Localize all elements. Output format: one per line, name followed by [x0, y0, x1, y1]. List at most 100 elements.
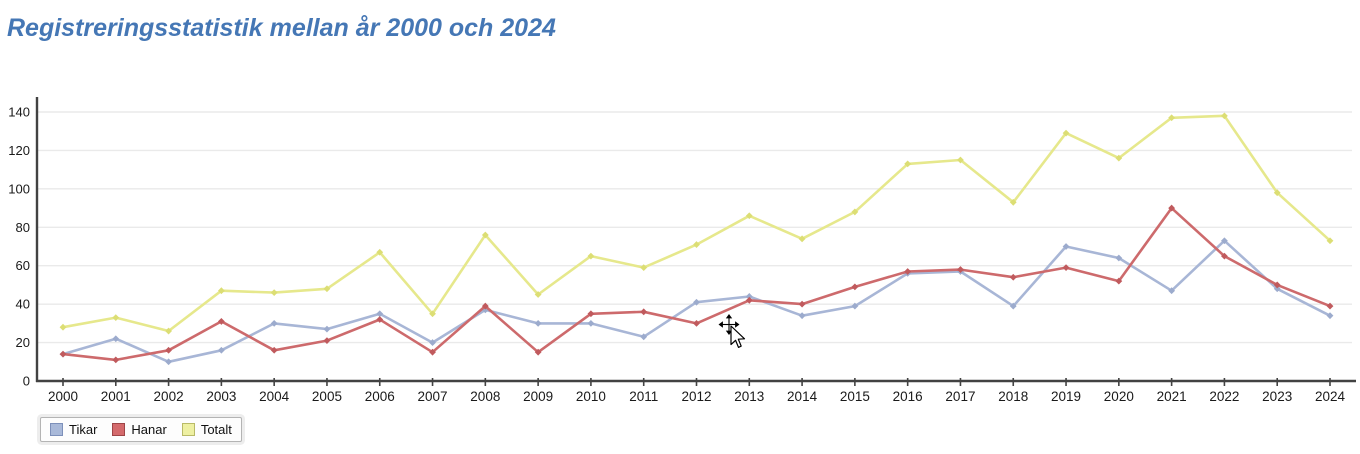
- x-axis-tick-label: 2014: [787, 389, 818, 404]
- series-marker-totalt: [904, 160, 912, 168]
- series-marker-hanar: [693, 319, 700, 327]
- series-marker-tikar: [1009, 302, 1017, 310]
- series-marker-totalt: [534, 291, 542, 298]
- series-marker-totalt: [1009, 198, 1017, 206]
- series-marker-tikar: [429, 339, 436, 346]
- series-marker-hanar: [745, 296, 753, 304]
- series-marker-tikar: [798, 312, 806, 320]
- series-marker-hanar: [534, 348, 542, 356]
- series-marker-tikar: [323, 325, 331, 333]
- series-marker-tikar: [1062, 243, 1070, 250]
- page-title: Registreringsstatistik mellan år 2000 oc…: [7, 14, 556, 42]
- series-marker-hanar: [640, 308, 648, 316]
- series-marker-hanar: [1009, 273, 1017, 281]
- series-marker-totalt: [165, 327, 172, 335]
- legend-swatch-hanar: [112, 423, 126, 436]
- series-marker-totalt: [798, 235, 806, 243]
- series-marker-tikar: [1326, 312, 1334, 320]
- series-line-totalt: [61, 114, 1332, 333]
- legend-item-hanar: Hanar: [112, 422, 167, 437]
- x-axis-tick-label: 2004: [259, 389, 290, 404]
- series-marker-totalt: [270, 289, 278, 297]
- legend-swatch-totalt: [181, 423, 195, 436]
- registration-statistics-chart[interactable]: 0 20 40 60 80 100 120 140 2000 2001 2002 2003 2004 20…: [0, 80, 1360, 410]
- series-marker-totalt: [1273, 189, 1281, 197]
- y-axis-tick-label: 120: [8, 143, 30, 158]
- y-axis-tick-label: 140: [8, 105, 30, 120]
- y-axis-tick-label: 20: [16, 335, 30, 350]
- series-marker-tikar: [640, 333, 648, 341]
- series-marker-tikar: [270, 319, 278, 327]
- series-marker-hanar: [323, 337, 331, 345]
- x-axis-tick-label: 2000: [48, 389, 78, 404]
- series-marker-tikar: [376, 310, 384, 318]
- series-marker-totalt: [745, 212, 753, 220]
- x-axis-tick-label: 2022: [1209, 389, 1239, 404]
- x-axis-tick-label: 2008: [470, 389, 500, 404]
- x-axis-tick-label: 2009: [523, 389, 553, 404]
- series-marker-hanar: [376, 316, 384, 323]
- x-axis-tick-label: 2024: [1315, 389, 1346, 404]
- x-axis-tick-label: 2018: [998, 389, 1028, 404]
- series-marker-totalt: [693, 241, 700, 248]
- x-axis-tick-label: 2015: [840, 389, 870, 404]
- x-axis-tick-label: 2017: [945, 389, 975, 404]
- series-marker-tikar: [217, 346, 225, 354]
- series-marker-totalt: [481, 231, 489, 239]
- legend-item-totalt: Totalt: [181, 422, 232, 437]
- y-axis-tick-label: 100: [8, 181, 30, 196]
- series-marker-tikar: [745, 293, 753, 300]
- series-marker-tikar: [587, 319, 595, 327]
- series-marker-hanar: [59, 350, 67, 358]
- x-axis-tick-label: 2007: [418, 389, 448, 404]
- series-marker-hanar: [798, 300, 806, 308]
- series-marker-totalt: [1326, 237, 1334, 245]
- y-axis-tick-label: 0: [23, 374, 30, 389]
- series-line-hanar: [61, 206, 1332, 362]
- x-axis-tick-label: 2016: [893, 389, 923, 404]
- x-axis-tick-label: 2010: [576, 389, 606, 404]
- series-marker-totalt: [376, 248, 384, 256]
- x-axis-tick-label: 2023: [1262, 389, 1292, 404]
- series-marker-totalt: [112, 314, 120, 321]
- x-axis-tick-label: 2006: [365, 389, 395, 404]
- chart-canvas: 0 20 40 60 80 100 120 140 2000 2001 2002 2003 2004 20…: [8, 97, 1356, 404]
- x-axis-tick-label: 2005: [312, 389, 342, 404]
- series-marker-hanar: [1326, 302, 1334, 310]
- x-axis-tick-label: 2011: [629, 389, 658, 404]
- series-marker-hanar: [481, 302, 489, 310]
- series-marker-totalt: [640, 264, 648, 272]
- x-axis-tick-label: 2002: [154, 389, 184, 404]
- series-marker-hanar: [217, 318, 225, 325]
- series-marker-totalt: [957, 156, 964, 164]
- series-marker-hanar: [1115, 277, 1123, 285]
- series-marker-hanar: [904, 268, 912, 275]
- y-axis-tick-label: 80: [16, 220, 30, 235]
- series-marker-hanar: [1221, 252, 1228, 260]
- series-marker-hanar: [1273, 281, 1281, 289]
- series-marker-hanar: [429, 348, 436, 356]
- series-marker-tikar: [693, 298, 700, 306]
- x-axis-tick-label: 2019: [1051, 389, 1081, 404]
- series-marker-tikar: [534, 319, 542, 327]
- series-marker-totalt: [323, 285, 331, 293]
- series-marker-tikar: [1273, 285, 1281, 293]
- series-marker-hanar: [112, 356, 120, 364]
- x-axis-tick-label: 2013: [734, 389, 764, 404]
- legend-label-totalt: Totalt: [200, 422, 232, 437]
- series-marker-totalt: [217, 287, 225, 295]
- series-marker-tikar: [851, 302, 859, 310]
- x-axis-tick-label: 2003: [206, 389, 236, 404]
- series-marker-hanar: [957, 266, 964, 273]
- series-marker-hanar: [851, 283, 859, 291]
- series-marker-totalt: [587, 252, 595, 260]
- series-marker-hanar: [587, 310, 595, 318]
- series-marker-tikar: [1221, 237, 1228, 245]
- series-marker-tikar: [1115, 254, 1123, 262]
- x-axis-tick-label: 2001: [101, 389, 131, 404]
- series-marker-totalt: [851, 208, 859, 216]
- series-marker-hanar: [1062, 264, 1070, 272]
- series-marker-totalt: [1221, 112, 1228, 120]
- legend-label-hanar: Hanar: [131, 422, 167, 437]
